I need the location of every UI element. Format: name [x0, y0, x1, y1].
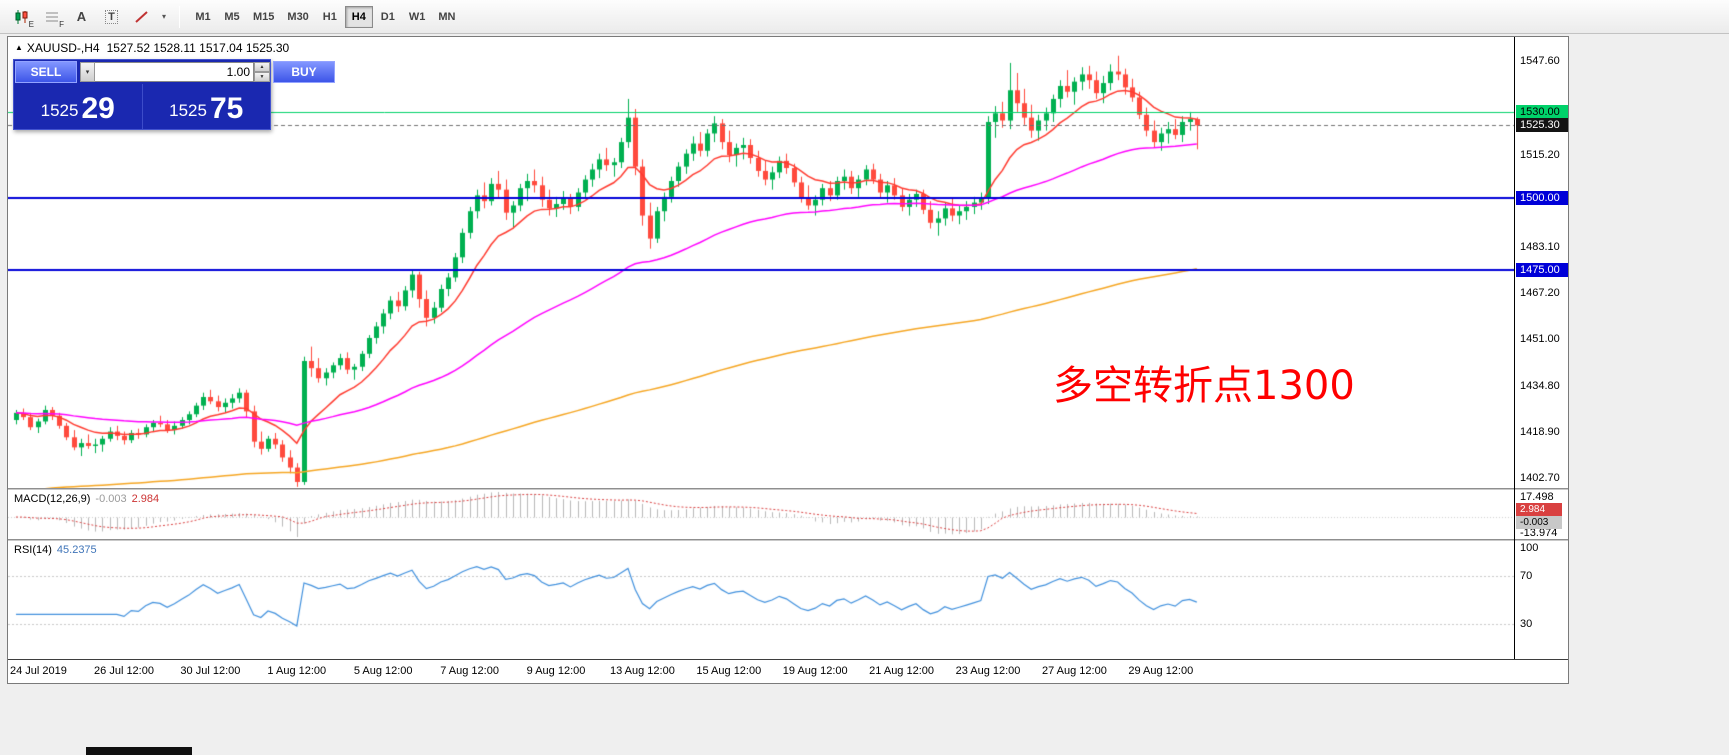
time-axis-label: 9 Aug 12:00: [526, 665, 586, 677]
pane-divider[interactable]: [8, 488, 1568, 490]
ohlc-values: 1527.52 1528.11 1517.04 1525.30: [106, 41, 290, 55]
macd-title: MACD(12,26,9): [14, 493, 91, 505]
macd-canvas[interactable]: [8, 490, 1514, 539]
toolbar: E F A T ▾ M1 M5 M15 M30 H1 H4 D1 W1 MN: [0, 0, 1729, 34]
lot-size-widget: ▾ ▲ ▼: [77, 61, 273, 83]
taskbar-fragment: [86, 747, 192, 755]
chart-window: ▲ XAUUSD-,H4 1527.52 1528.11 1517.04 1525.…: [7, 36, 1569, 684]
one-click-trading-controls: SELL ▾ ▲ ▼ BUY: [14, 60, 335, 84]
tf-h1-button[interactable]: H1: [316, 6, 344, 28]
tf-m5-button[interactable]: M5: [218, 6, 246, 28]
icon-subscript: F: [59, 19, 64, 29]
icon-subscript: E: [28, 19, 34, 29]
line-studies-icon[interactable]: [128, 5, 155, 29]
tf-mn-button[interactable]: MN: [432, 6, 461, 28]
tf-w1-button[interactable]: W1: [403, 6, 432, 28]
foreground-grid-icon[interactable]: F: [38, 5, 65, 29]
time-axis-label: 24 Jul 2019: [10, 665, 67, 677]
symbol-label: XAUUSD-,H4: [26, 41, 100, 55]
lot-size-input[interactable]: [95, 62, 254, 82]
text-tool-icon[interactable]: A: [68, 5, 95, 29]
sell-price-main: 1525: [40, 101, 79, 120]
macd-scale-min: -13.974: [1520, 527, 1558, 539]
time-axis-label: 15 Aug 12:00: [696, 665, 762, 677]
time-axis-label: 26 Jul 12:00: [94, 665, 154, 677]
price-tick-label: 1418.90: [1520, 425, 1560, 438]
buy-price-main: 1525: [169, 101, 207, 120]
collapse-triangle-icon: ▲: [15, 43, 23, 52]
line-studies-dropdown-icon[interactable]: ▾: [158, 5, 170, 29]
lot-increase-button[interactable]: ▲: [254, 62, 270, 72]
rsi-scale-label: 100: [1520, 542, 1539, 554]
rsi-title: RSI(14): [14, 544, 52, 556]
price-tick-label: 1483.10: [1520, 240, 1560, 253]
price-tick-label: 1547.60: [1520, 55, 1560, 68]
tf-m15-button[interactable]: M15: [247, 6, 280, 28]
time-axis-label: 27 Aug 12:00: [1041, 665, 1107, 677]
one-click-prices: 1525 29 1525 75: [14, 84, 270, 129]
macd-signal-badge: 2.984: [1516, 503, 1562, 516]
toolbar-separator: [179, 5, 180, 28]
rsi-scale-label: 70: [1520, 570, 1533, 583]
chart-title: ▲ XAUUSD-,H4 1527.52 1528.11 1517.04 1525.…: [15, 41, 289, 55]
rsi-label: RSI(14) 45.2375: [14, 544, 97, 556]
tf-m1-button[interactable]: M1: [189, 6, 217, 28]
text-label-tool-icon[interactable]: T: [98, 5, 125, 29]
time-axis-label: 23 Aug 12:00: [955, 665, 1021, 677]
time-axis-label: 29 Aug 12:00: [1128, 665, 1194, 677]
macd-value-signal: 2.984: [131, 493, 160, 505]
buy-button[interactable]: BUY: [273, 61, 335, 83]
time-axis-label: 1 Aug 12:00: [267, 665, 327, 677]
macd-value-main: -0.003: [95, 493, 127, 505]
current-price-badge: 1525.30: [1516, 118, 1568, 133]
time-axis-label: 5 Aug 12:00: [353, 665, 413, 677]
buy-price-pips: 75: [209, 92, 244, 125]
price-tick-label: 1467.20: [1520, 286, 1560, 299]
time-axis-label: 21 Aug 12:00: [869, 665, 935, 677]
lot-decrease-button[interactable]: ▼: [254, 72, 270, 82]
time-axis-label: 19 Aug 12:00: [782, 665, 848, 677]
tf-m30-button[interactable]: M30: [281, 6, 314, 28]
sell-price-pips: 29: [81, 92, 115, 125]
time-axis-label: 30 Jul 12:00: [180, 665, 241, 677]
macd-scale-max: 17.498: [1520, 491, 1554, 503]
tf-h4-button[interactable]: H4: [344, 5, 373, 28]
macd-label: MACD(12,26,9) -0.003 2.984: [14, 493, 159, 505]
macd-value-badge: -0.003: [1516, 516, 1562, 529]
tf-d1-button[interactable]: D1: [374, 6, 402, 28]
pane-divider[interactable]: [8, 539, 1568, 541]
time-axis-label: 13 Aug 12:00: [609, 665, 675, 677]
lot-spinner: ▲ ▼: [254, 62, 270, 82]
price-level-badge: 1530.00: [1516, 104, 1568, 119]
price-axis[interactable]: 1547.60 1515.20 1483.10 1467.20 1451.00 1434.…: [1514, 37, 1568, 659]
sell-price[interactable]: 1525 29: [14, 84, 143, 129]
chart-annotation-text: 多空转折点1300: [1053, 363, 1355, 409]
sell-button[interactable]: SELL: [15, 61, 77, 83]
buy-price[interactable]: 1525 75: [143, 84, 271, 129]
price-level-badge: 1475.00: [1516, 263, 1568, 278]
rsi-scale-label: 30: [1520, 617, 1533, 630]
rsi-value: 45.2375: [56, 544, 97, 556]
price-tick-label: 1434.80: [1520, 380, 1560, 393]
rsi-canvas[interactable]: [8, 541, 1514, 659]
time-axis[interactable]: 24 Jul 2019 26 Jul 12:00 30 Jul 12:00 1 Aug…: [8, 659, 1568, 683]
one-click-trading-panel: SELL ▾ ▲ ▼ BUY 1525 29 1525 75: [13, 59, 335, 130]
lot-dropdown-icon[interactable]: ▾: [80, 62, 95, 82]
price-tick-label: 1515.20: [1520, 148, 1560, 161]
candlestick-chart-icon[interactable]: E: [8, 5, 35, 29]
time-axis-label: 7 Aug 12:00: [440, 665, 499, 677]
price-tick-label: 1402.70: [1520, 472, 1560, 485]
price-level-badge: 1500.00: [1516, 191, 1568, 206]
price-tick-label: 1451.00: [1520, 333, 1560, 346]
